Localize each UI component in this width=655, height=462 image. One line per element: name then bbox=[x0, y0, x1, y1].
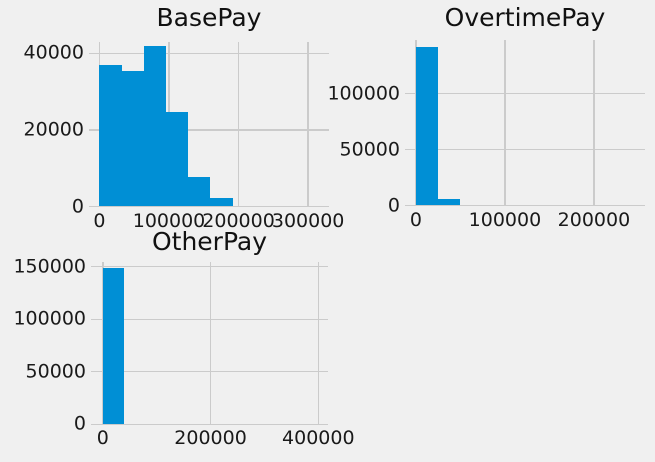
x-tick-label: 300000 bbox=[271, 209, 345, 232]
gridline-horizontal bbox=[91, 371, 328, 373]
x-tick-label: 100000 bbox=[132, 209, 206, 232]
x-tick-label: 400000 bbox=[282, 427, 355, 450]
x-tick-label: 200000 bbox=[557, 208, 631, 231]
gridline-vertical bbox=[307, 42, 309, 207]
y-tick-label: 100000 bbox=[13, 307, 86, 330]
x-tick-label: 200000 bbox=[202, 209, 275, 232]
y-tick-label: 40000 bbox=[23, 41, 84, 64]
gridline-horizontal bbox=[91, 423, 328, 425]
gridline-vertical bbox=[209, 261, 212, 425]
y-tick-label: 0 bbox=[71, 195, 84, 217]
gridline-horizontal bbox=[405, 92, 645, 95]
histogram-bar bbox=[415, 47, 438, 206]
x-tick-label: 0 bbox=[409, 208, 422, 231]
gridline-horizontal bbox=[405, 148, 645, 151]
gridline-horizontal bbox=[91, 318, 328, 320]
gridline-vertical bbox=[415, 40, 417, 206]
histogram-bar bbox=[99, 64, 122, 207]
y-tick-label: 100000 bbox=[327, 82, 400, 105]
gridline-horizontal bbox=[405, 204, 645, 207]
gridline-horizontal bbox=[89, 205, 329, 208]
gridline-vertical bbox=[593, 40, 595, 206]
y-tick-label: 20000 bbox=[23, 118, 84, 141]
y-tick-label: 150000 bbox=[13, 255, 86, 278]
x-tick-label: 100000 bbox=[468, 208, 542, 231]
histogram-bar bbox=[165, 111, 189, 207]
x-tick-label: 0 bbox=[96, 427, 109, 450]
histogram-bar bbox=[102, 268, 125, 425]
gridline-vertical bbox=[504, 40, 506, 206]
gridline-vertical bbox=[317, 261, 319, 425]
gridline-vertical bbox=[237, 42, 240, 207]
gridline-horizontal bbox=[89, 129, 329, 131]
chart-title-otherpay: OtherPay bbox=[151, 227, 268, 256]
x-tick-label: 200000 bbox=[174, 427, 247, 450]
y-tick-label: 50000 bbox=[25, 360, 86, 383]
histogram-bar bbox=[210, 197, 233, 207]
histogram-bar bbox=[121, 70, 144, 207]
x-tick-label: 0 bbox=[93, 209, 106, 232]
y-tick-label: 50000 bbox=[339, 138, 400, 160]
histogram-bar bbox=[437, 199, 460, 206]
histogram-bar bbox=[143, 45, 166, 207]
chart-title-basepay: BasePay bbox=[156, 3, 262, 32]
y-tick-label: 0 bbox=[73, 412, 86, 435]
chart-title-overtimepay: OvertimePay bbox=[444, 3, 606, 32]
histogram-bar bbox=[188, 177, 211, 207]
y-tick-label: 0 bbox=[387, 194, 400, 216]
gridline-horizontal bbox=[89, 52, 329, 55]
gridline-horizontal bbox=[91, 266, 328, 268]
